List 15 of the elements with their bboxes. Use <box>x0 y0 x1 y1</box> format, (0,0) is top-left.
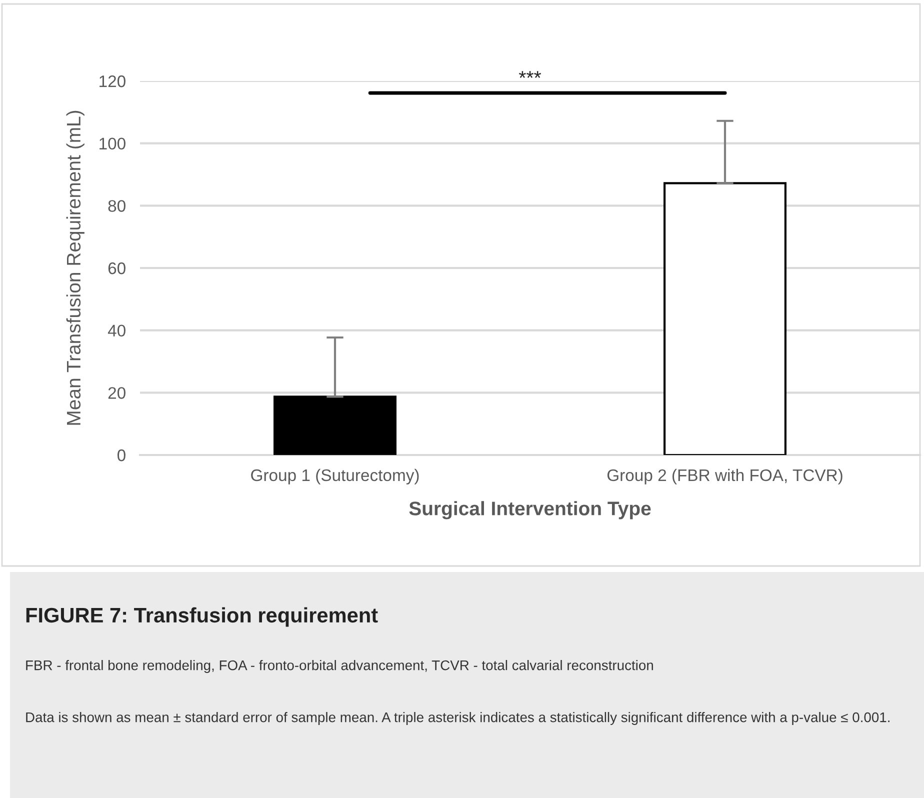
x-tick-label: Group 1 (Suturectomy) <box>251 468 419 484</box>
text: FBR - frontal bone remodeling, FOA - fronto-orbital advancement, TCVR - total calvarial reconstruction <box>26 660 653 673</box>
text: *** <box>518 71 542 78</box>
y-tick-label: 80 <box>108 200 126 212</box>
y-tick-label: 120 <box>100 75 126 88</box>
y-axis-title: Mean Transfusion Requirement (mL) <box>66 110 84 425</box>
x-axis-title: Surgical Intervention Type <box>409 501 651 520</box>
y-tick-label: 20 <box>108 387 126 399</box>
y-tick-label: 100 <box>100 138 126 150</box>
text: Data is shown as mean ± standard error of sample mean. A triple asterisk indicates a statistically significant difference with a p-value ≤ 0.001. <box>26 712 890 725</box>
y-tick-label: 40 <box>108 324 126 337</box>
y-tick-label: 60 <box>108 262 126 274</box>
x-tick-label: Group 2 (FBR with FOA, TCVR) <box>607 468 842 484</box>
y-tick-label: 0 <box>117 449 126 462</box>
text: FIGURE 7: Transfusion requirement <box>26 607 378 627</box>
